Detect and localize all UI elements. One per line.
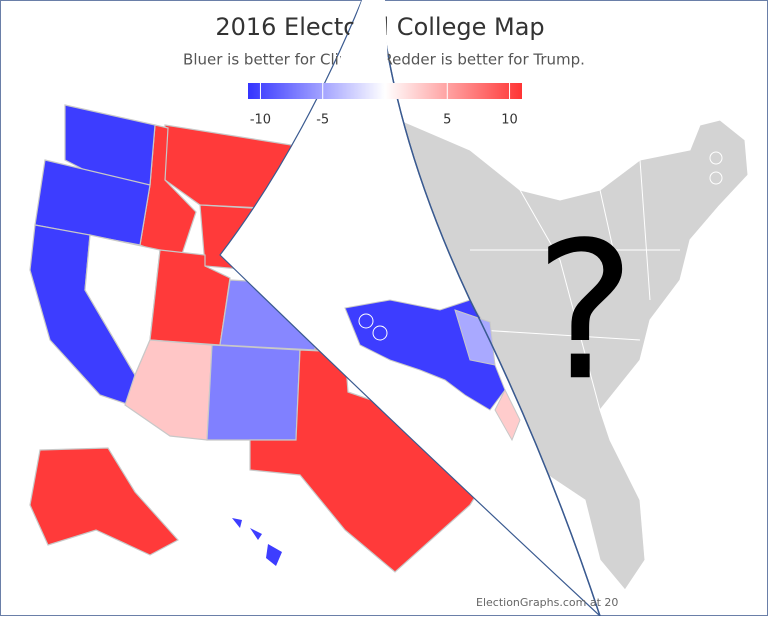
question-mark: ? <box>535 201 636 422</box>
state <box>249 349 493 573</box>
color-legend <box>248 83 522 99</box>
legend-ticks: -10 -5 5 10 <box>250 83 518 128</box>
state <box>29 447 179 556</box>
credit: ElectionGraphs.com at 20 <box>476 596 618 609</box>
eastern-states <box>399 119 749 591</box>
legend-tick-label: -10 <box>250 113 271 128</box>
curl-tip <box>320 0 390 110</box>
western-states <box>29 104 493 573</box>
legend-tick-label: 5 <box>443 113 451 128</box>
state <box>232 518 282 566</box>
legend-tick-label: 10 <box>501 113 518 128</box>
state <box>34 159 151 246</box>
state <box>206 344 301 441</box>
legend-tick-label: -5 <box>316 113 329 128</box>
